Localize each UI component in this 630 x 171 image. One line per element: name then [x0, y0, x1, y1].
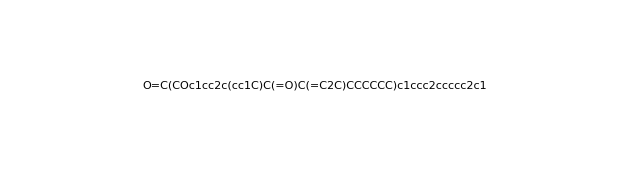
Text: O=C(COc1cc2c(cc1C)C(=O)C(=C2C)CCCCCC)c1ccc2ccccc2c1: O=C(COc1cc2c(cc1C)C(=O)C(=C2C)CCCCCC)c1c… [142, 81, 488, 90]
